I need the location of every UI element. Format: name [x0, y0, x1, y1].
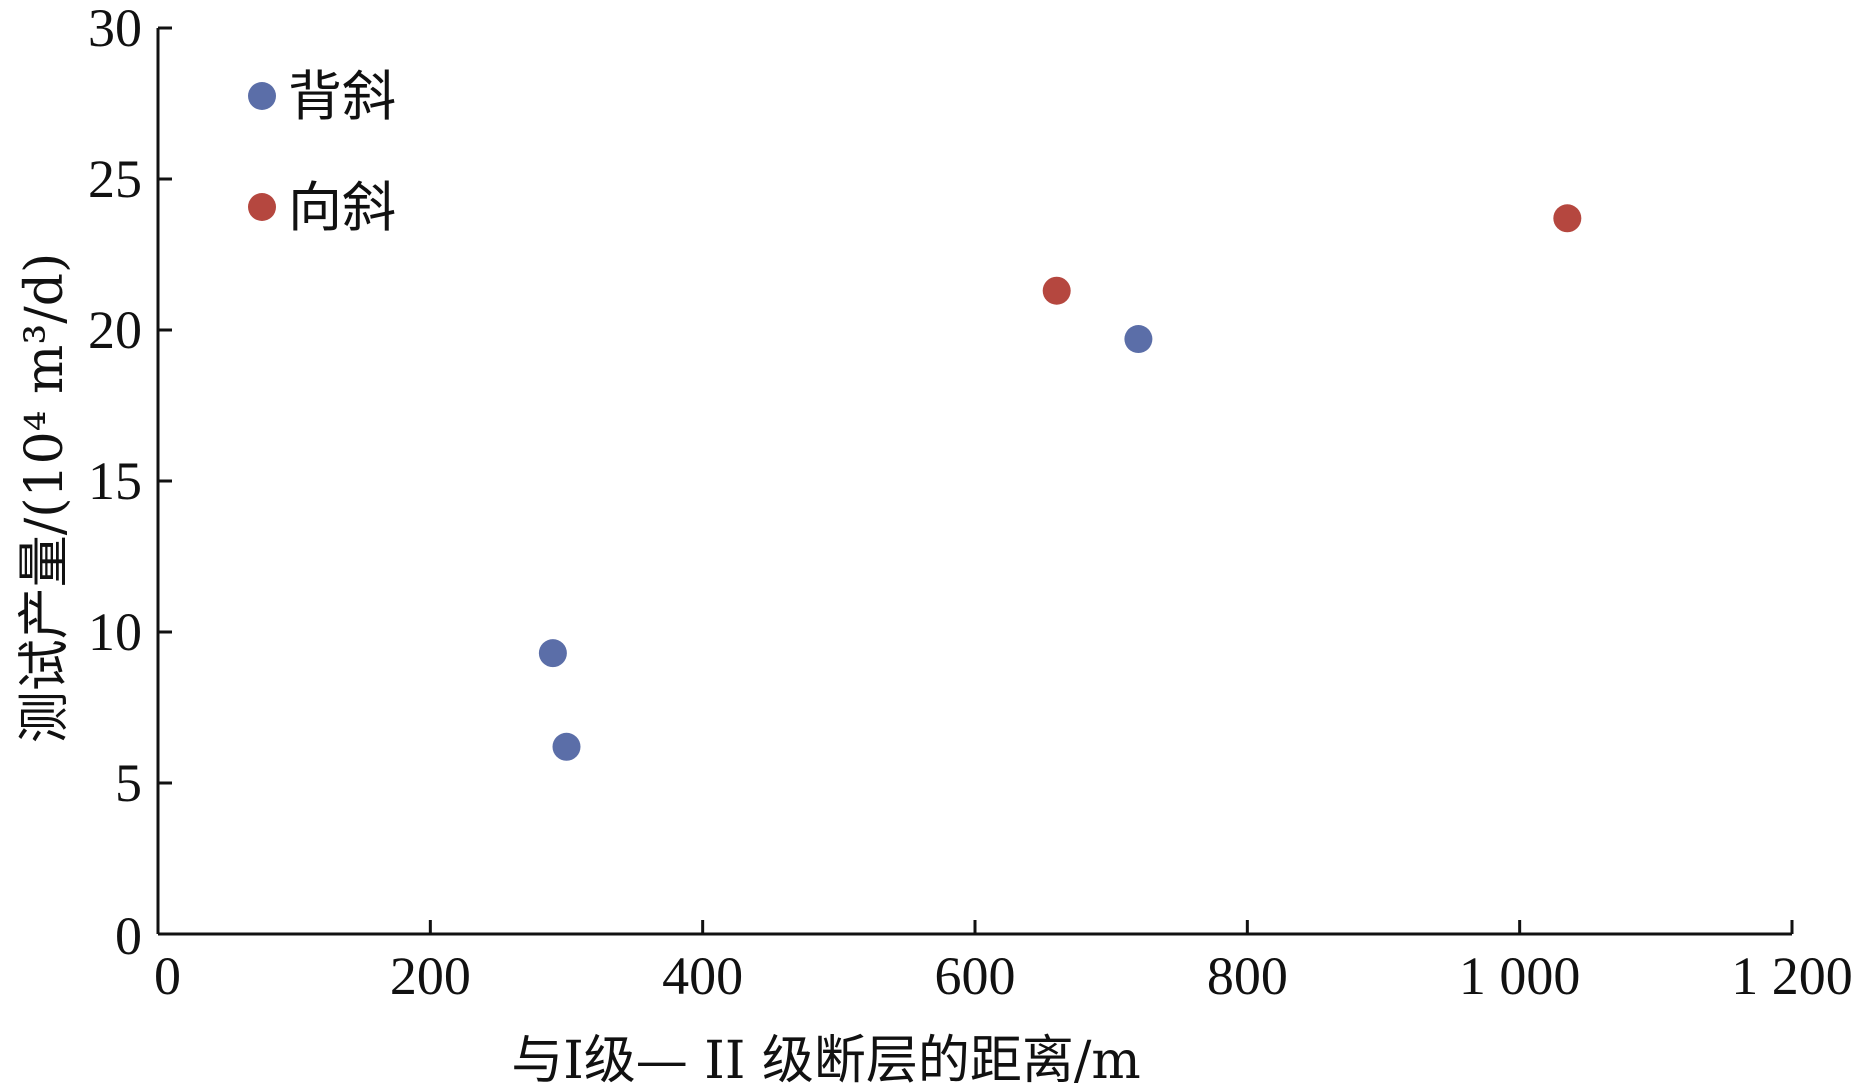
x-tick-label: 1 200	[1731, 946, 1853, 1006]
x-ticks: 0 200 400 600 800 1 000 1 200	[154, 920, 1853, 1006]
x-tick-label: 400	[662, 946, 743, 1006]
data-point-anticline	[1124, 325, 1153, 354]
data-point-syncline	[1553, 204, 1582, 233]
y-axis-title: 测试产量/(10⁴ m³/d)	[15, 253, 75, 744]
y-tick-label: 10	[88, 602, 142, 662]
x-tick-label: 600	[935, 946, 1016, 1006]
data-points	[538, 204, 1582, 761]
data-point-anticline	[538, 639, 567, 668]
y-tick-label: 5	[115, 753, 142, 813]
axes	[156, 28, 1792, 936]
legend: 背斜 向斜	[248, 65, 396, 239]
x-tick-label: 0	[154, 946, 181, 1006]
x-axis-title: 与I级— II 级断层的距离/m	[511, 1031, 1141, 1089]
x-tick-label: 1 000	[1459, 946, 1581, 1006]
y-ticks: 0 5 10 15 20 25 30	[88, 0, 172, 966]
y-tick-label: 20	[88, 300, 142, 360]
data-point-syncline	[1042, 276, 1071, 305]
legend-label-anticline: 背斜	[288, 65, 396, 128]
legend-label-syncline: 向斜	[288, 176, 396, 239]
legend-marker-syncline	[248, 193, 276, 221]
y-tick-label: 15	[88, 451, 142, 511]
y-tick-label: 0	[115, 906, 142, 966]
x-tick-label: 800	[1207, 946, 1288, 1006]
data-point-anticline	[552, 732, 581, 761]
x-tick-label: 200	[390, 946, 471, 1006]
y-tick-label: 25	[88, 149, 142, 209]
y-tick-label: 30	[88, 0, 142, 58]
legend-marker-anticline	[248, 82, 276, 110]
